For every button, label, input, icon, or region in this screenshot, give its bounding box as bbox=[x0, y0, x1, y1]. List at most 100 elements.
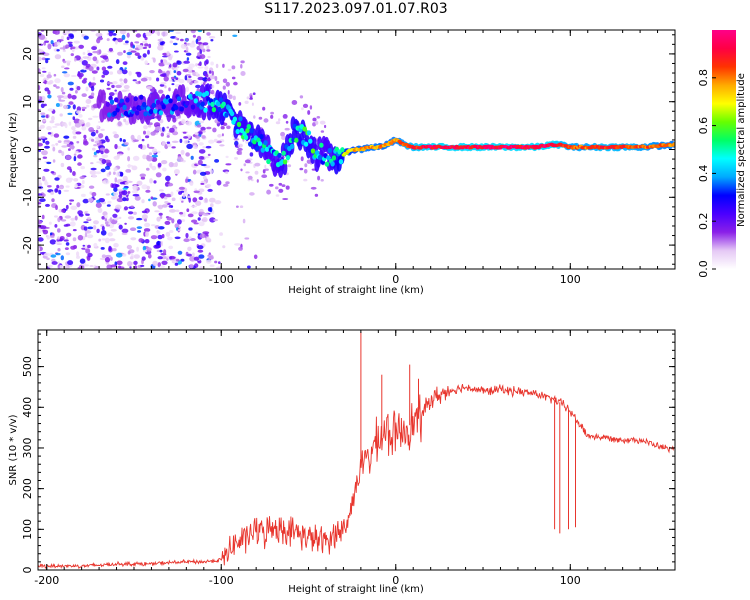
spectrogram-noise-cell bbox=[129, 256, 134, 260]
spectrogram-noise-cell bbox=[73, 118, 81, 124]
spectrogram-noise-cell bbox=[285, 120, 289, 124]
snr-ytick-label: 200 bbox=[21, 478, 34, 499]
spectrogram-ridge-core bbox=[310, 148, 316, 154]
spectrogram-ridge-core bbox=[115, 107, 120, 113]
spectrogram-noise-cell bbox=[134, 195, 141, 201]
spectrogram-noise-cell bbox=[285, 185, 290, 190]
spectrogram-noise-cell bbox=[142, 249, 148, 253]
spectrogram-noise-cell bbox=[83, 140, 89, 146]
spectrogram-noise-cell bbox=[126, 244, 132, 250]
spectrogram-noise-cell bbox=[45, 58, 49, 64]
spectrogram-noise-cell bbox=[148, 43, 152, 49]
spectrogram-ytick-label: -20 bbox=[21, 236, 34, 254]
spectrogram-ridge-core bbox=[112, 110, 118, 116]
spectrogram-noise-cell bbox=[222, 245, 226, 249]
spectrogram-noise-cell bbox=[68, 33, 74, 38]
snr-ytick-label: 500 bbox=[21, 356, 34, 377]
spectrogram-noise-cell bbox=[114, 177, 118, 183]
spectrogram-noise-cell bbox=[38, 49, 44, 53]
spectrogram-ridge-core bbox=[248, 141, 253, 147]
spectrogram-noise-cell bbox=[77, 234, 84, 241]
spectrogram-noise-cell bbox=[46, 74, 52, 79]
spectrogram-noise-cell bbox=[59, 236, 65, 241]
spectrogram-noise-cell bbox=[152, 57, 156, 63]
spectrogram-noise-cell bbox=[38, 178, 42, 183]
spectrogram-noise-cell bbox=[122, 175, 128, 181]
spectrogram-ridge-core bbox=[148, 109, 154, 115]
spectrogram-noise-cell bbox=[41, 67, 46, 70]
spectrogram-noise-cell bbox=[158, 204, 163, 210]
colorbar-tick-label: 0.0 bbox=[697, 260, 710, 278]
spectrogram-noise-cell bbox=[198, 188, 205, 193]
spectrogram-noise-cell bbox=[85, 213, 90, 216]
spectrogram-noise-cell bbox=[70, 53, 75, 57]
spectrogram-noise-cell bbox=[92, 50, 99, 54]
spectrogram-noise-cell bbox=[106, 204, 111, 207]
spectrogram-noise-cell bbox=[38, 68, 41, 74]
spectrogram-noise-cell bbox=[70, 46, 76, 49]
spectrogram-noise-cell bbox=[138, 44, 144, 50]
spectrogram-noise-cell bbox=[110, 264, 117, 268]
spectrogram-noise-cell bbox=[159, 189, 164, 192]
spectrogram-noise-cell bbox=[161, 260, 168, 265]
spectrogram-noise-cell bbox=[183, 211, 186, 217]
spectrogram-ridge-core bbox=[294, 137, 299, 143]
spectrogram-noise-cell bbox=[151, 154, 158, 158]
snr-series-line bbox=[38, 383, 675, 570]
spectrogram-ridge-core bbox=[281, 150, 286, 156]
spectrogram-noise-cell bbox=[51, 115, 55, 122]
spectrogram-noise-cell bbox=[44, 40, 49, 43]
spectrogram-noise-cell bbox=[151, 224, 156, 227]
spectrogram-noise-cell bbox=[199, 171, 207, 176]
spectrogram-noise-cell bbox=[135, 71, 140, 75]
spectrogram-noise-cell bbox=[87, 252, 93, 258]
spectrogram-noise-cell bbox=[197, 52, 201, 57]
spectrogram-noise-cell bbox=[159, 41, 164, 46]
spectrogram-noise-cell bbox=[146, 155, 153, 162]
spectrogram-noise-cell bbox=[99, 257, 106, 261]
spectrogram-ridge-core bbox=[125, 97, 130, 103]
spectrogram-ytick-label: -10 bbox=[21, 188, 34, 206]
spectrogram-noise-cell bbox=[105, 221, 109, 225]
spectrogram-noise-cell bbox=[66, 166, 72, 171]
spectrogram-noise-cell bbox=[76, 110, 82, 114]
spectrogram-noise-cell bbox=[193, 222, 199, 225]
spectrogram-noise-cell bbox=[78, 114, 83, 118]
spectrogram-noise-cell bbox=[240, 64, 243, 69]
spectrogram-noise-cell bbox=[57, 217, 61, 223]
spectrogram-noise-cell bbox=[50, 235, 55, 239]
spectrogram-noise-cell bbox=[301, 107, 304, 111]
spectrogram-noise-cell bbox=[62, 45, 66, 51]
spectrogram-noise-cell bbox=[238, 102, 242, 106]
spectrogram-noise-cell bbox=[180, 149, 185, 155]
spectrogram-noise-cell bbox=[319, 120, 326, 125]
spectrogram-noise-cell bbox=[42, 70, 47, 73]
spectrogram-ridge-core bbox=[122, 104, 127, 110]
spectrogram-noise-cell bbox=[172, 62, 178, 68]
spectrogram-noise-cell bbox=[42, 229, 46, 232]
spectrogram-noise-cell bbox=[88, 66, 94, 72]
spectrogram-noise-cell bbox=[154, 210, 160, 213]
spectrogram-ridge-core bbox=[221, 101, 226, 107]
spectrogram-noise-cell bbox=[100, 168, 106, 173]
spectrogram-noise-cell bbox=[92, 225, 97, 230]
spectrogram-noise-cell bbox=[42, 139, 46, 144]
spectrogram-noise-cell bbox=[238, 246, 243, 251]
spectrogram-noise-cell bbox=[107, 200, 112, 204]
spectrogram-ridge-core bbox=[224, 112, 229, 118]
spectrogram-noise-cell bbox=[60, 87, 64, 93]
spectrogram-noise-cell bbox=[205, 145, 212, 149]
spectrogram-noise-cell bbox=[57, 140, 62, 144]
spectrogram-ridge-core bbox=[204, 90, 210, 96]
spectrogram-noise-cell bbox=[98, 49, 102, 55]
spectrogram-noise-cell bbox=[144, 239, 150, 244]
spectrogram-noise-cell bbox=[39, 124, 45, 129]
spectrogram-noise-cell bbox=[150, 131, 156, 136]
spectrogram-noise-cell bbox=[206, 45, 210, 50]
spectrogram-noise-cell bbox=[221, 133, 224, 137]
spectrogram-noise-cell bbox=[58, 149, 62, 154]
snr-ytick-label: 300 bbox=[21, 437, 34, 458]
spectrogram-noise-cell bbox=[108, 245, 112, 252]
spectrogram-noise-cell bbox=[166, 216, 172, 221]
spectrogram-noise-cell bbox=[92, 56, 98, 62]
